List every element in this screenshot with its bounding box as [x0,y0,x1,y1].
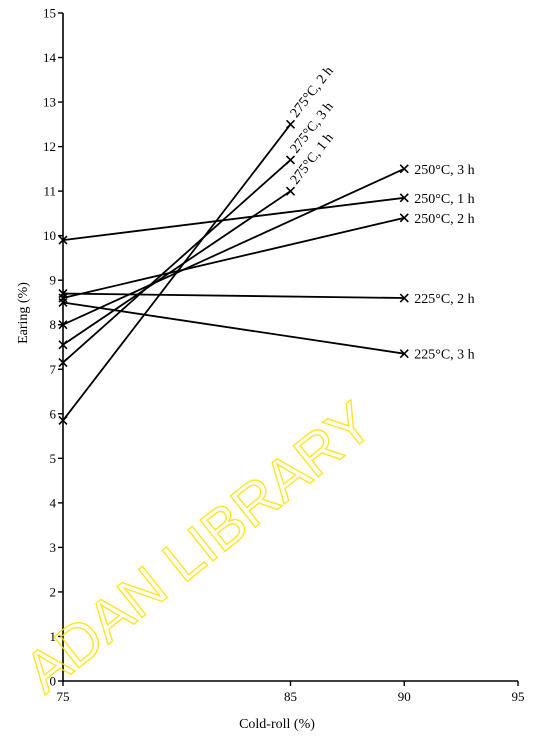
x-tick-label: 95 [512,689,525,704]
y-tick-label: 2 [50,584,57,599]
series-line [62,301,405,355]
x-tick-label: 75 [57,689,70,704]
series-label: 250°C, 2 h [414,212,474,227]
data-point [399,164,409,174]
y-axis-title: Earing (%) [16,282,31,344]
series-line [62,168,405,326]
series-line [62,196,405,242]
y-tick-label: 9 [50,273,57,288]
data-point [285,186,296,196]
y-tick-label: 10 [43,228,56,243]
series-label: 225°C, 3 h [414,348,474,363]
data-point [399,193,409,203]
x-axis-title: Cold-roll (%) [239,717,315,732]
y-tick-label: 6 [50,406,57,421]
y-tick-label: 1 [50,629,57,644]
data-point [399,213,409,223]
data-point [285,119,296,129]
x-tick-label: 90 [398,689,411,704]
y-tick-label: 12 [43,139,56,154]
x-tick-label: 85 [284,689,297,704]
y-tick-label: 7 [50,362,57,377]
y-tick-label: 5 [50,451,57,466]
y-tick-label: 14 [43,50,57,65]
y-tick-label: 15 [43,6,56,21]
y-tick-label: 0 [50,674,57,689]
y-tick-label: 4 [50,495,57,510]
data-point [399,349,409,359]
y-tick-label: 11 [43,184,56,199]
data-point [399,293,409,303]
y-tick-label: 8 [50,317,57,332]
series-lines [58,119,409,426]
series-label: 250°C, 1 h [414,192,474,207]
series-line [62,216,405,299]
data-point [285,155,296,165]
watermark-text: ADAN LIBRARY [13,390,385,706]
y-tick-label: 13 [43,95,56,110]
series-line [62,190,292,346]
series-line [62,159,292,364]
series-label: 250°C, 3 h [414,163,474,178]
y-tick-label: 3 [50,540,57,555]
series-label: 225°C, 2 h [414,292,474,307]
series-line [62,292,405,299]
